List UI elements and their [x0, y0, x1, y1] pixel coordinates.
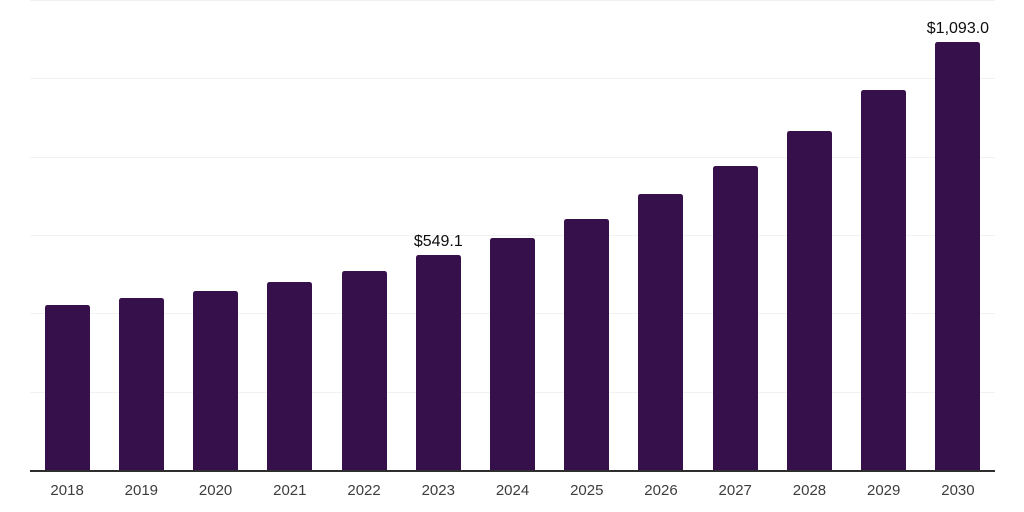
- x-tick-2019: 2019: [124, 482, 159, 499]
- bars-row: $549.1 $1,093.0: [30, 0, 995, 470]
- gridline-1200: [30, 0, 995, 1]
- bar-column-2019: [104, 0, 178, 470]
- x-axis-labels: 2018 2019 2020 2021 2022 2023 2024 2025 2026 2027…: [30, 482, 995, 500]
- bar-value-label-2023: $549.1: [413, 232, 463, 250]
- bar-column-2028: [772, 0, 846, 470]
- x-tick-2029: 2029: [867, 482, 901, 499]
- x-tick-2030: 2030: [941, 482, 975, 499]
- plot-area: $549.1 $1,093.0: [30, 0, 995, 472]
- bar-column-2024: [475, 0, 549, 470]
- gridline-800: [30, 156, 995, 158]
- bar-2026: [638, 193, 684, 470]
- bar-2023: [415, 254, 461, 470]
- bar-column-2026: [624, 0, 698, 470]
- bar-column-2027: [698, 0, 772, 470]
- bar-column-2021: [253, 0, 327, 470]
- bar-column-2018: [30, 0, 104, 470]
- bar-2025: [564, 218, 610, 470]
- bar-2028: [786, 130, 832, 470]
- x-tick-2018: 2018: [50, 482, 84, 499]
- x-tick-2021: 2021: [273, 482, 307, 499]
- x-tick-2020: 2020: [198, 482, 233, 499]
- bar-column-2029: [847, 0, 921, 470]
- bar-2019: [118, 298, 164, 470]
- x-tick-2024: 2024: [495, 482, 530, 499]
- bar-2024: [490, 238, 536, 470]
- x-axis-line: [30, 470, 995, 472]
- x-tick-2022: 2022: [347, 482, 381, 499]
- bar-2020: [193, 291, 239, 470]
- bar-2030: [935, 41, 981, 470]
- bar-column-2025: [550, 0, 624, 470]
- bar-column-2022: [327, 0, 401, 470]
- bar-2018: [44, 305, 90, 470]
- x-tick-2027: 2027: [718, 482, 752, 499]
- gridline-1000: [30, 78, 995, 80]
- bar-2027: [712, 166, 758, 470]
- bar-column-2030: $1,093.0: [921, 0, 995, 470]
- bar-2021: [267, 282, 313, 470]
- gridline-600: [30, 235, 995, 236]
- bar-2022: [341, 271, 387, 470]
- bar-2029: [861, 90, 907, 470]
- x-tick-2025: 2025: [570, 482, 604, 499]
- bar-value-label-2030: $1,093.0: [926, 19, 990, 37]
- x-tick-2023: 2023: [421, 482, 455, 499]
- x-tick-2026: 2026: [644, 482, 678, 499]
- x-tick-2028: 2028: [792, 482, 827, 499]
- bar-column-2023: $549.1: [401, 0, 475, 470]
- bar-column-2020: [178, 0, 252, 470]
